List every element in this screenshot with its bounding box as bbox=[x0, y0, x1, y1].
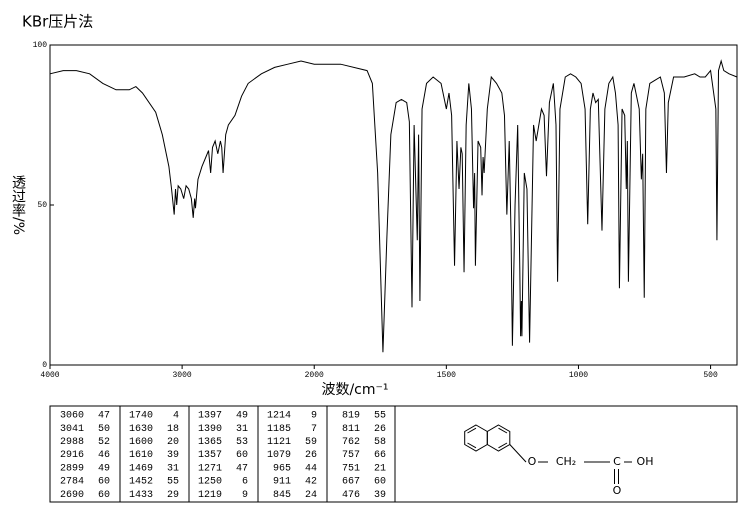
peak-transmittance: 31 bbox=[236, 424, 248, 435]
peak-transmittance: 42 bbox=[305, 477, 317, 488]
peak-transmittance: 39 bbox=[374, 490, 386, 501]
peak-wavenumber: 2690 bbox=[60, 490, 84, 501]
table-frame bbox=[49, 405, 738, 503]
peak-transmittance: 60 bbox=[374, 477, 386, 488]
y-tick-label: 0 bbox=[42, 361, 47, 370]
peak-transmittance: 4 bbox=[173, 411, 179, 422]
peak-transmittance: 53 bbox=[236, 437, 248, 448]
peak-transmittance: 50 bbox=[98, 424, 110, 435]
peak-transmittance: 47 bbox=[98, 411, 110, 422]
peak-wavenumber: 1079 bbox=[267, 450, 291, 461]
peak-wavenumber: 2988 bbox=[60, 437, 84, 448]
peak-transmittance: 59 bbox=[305, 437, 317, 448]
peak-transmittance: 55 bbox=[167, 477, 179, 488]
peak-transmittance: 29 bbox=[167, 490, 179, 501]
y-axis-label: 透过率/% bbox=[10, 175, 26, 235]
y-tick-label: 50 bbox=[37, 201, 47, 210]
peak-wavenumber: 667 bbox=[342, 477, 360, 488]
peak-wavenumber: 911 bbox=[273, 477, 291, 488]
peak-wavenumber: 1740 bbox=[129, 411, 153, 422]
peak-transmittance: 26 bbox=[374, 424, 386, 435]
plot-frame bbox=[49, 44, 738, 366]
peak-transmittance: 52 bbox=[98, 437, 110, 448]
peak-transmittance: 66 bbox=[374, 450, 386, 461]
peak-wavenumber: 1250 bbox=[198, 477, 222, 488]
peak-wavenumber: 1214 bbox=[267, 411, 291, 422]
x-tick-label: 1500 bbox=[437, 371, 456, 380]
peak-transmittance: 49 bbox=[236, 411, 248, 422]
peak-transmittance: 21 bbox=[374, 463, 386, 474]
peak-wavenumber: 2784 bbox=[60, 477, 84, 488]
peak-wavenumber: 1271 bbox=[198, 463, 222, 474]
peak-transmittance: 7 bbox=[311, 424, 317, 435]
peak-transmittance: 46 bbox=[98, 450, 110, 461]
peak-transmittance: 6 bbox=[242, 477, 248, 488]
peak-wavenumber: 1121 bbox=[267, 437, 291, 448]
peak-transmittance: 20 bbox=[167, 437, 179, 448]
chart-title: KBr压片法 bbox=[22, 13, 93, 31]
peak-wavenumber: 757 bbox=[342, 450, 360, 461]
peak-transmittance: 26 bbox=[305, 450, 317, 461]
peak-wavenumber: 2916 bbox=[60, 450, 84, 461]
peak-wavenumber: 2899 bbox=[60, 463, 84, 474]
x-axis-label: 波数/cm⁻¹ bbox=[321, 382, 388, 398]
peak-wavenumber: 1390 bbox=[198, 424, 222, 435]
peak-wavenumber: 1357 bbox=[198, 450, 222, 461]
peak-wavenumber: 1452 bbox=[129, 477, 153, 488]
peak-wavenumber: 1469 bbox=[129, 463, 153, 474]
peak-transmittance: 9 bbox=[242, 490, 248, 501]
x-tick-label: 2000 bbox=[305, 371, 324, 380]
peak-wavenumber: 476 bbox=[342, 490, 360, 501]
peak-wavenumber: 1397 bbox=[198, 411, 222, 422]
peak-wavenumber: 1610 bbox=[129, 450, 153, 461]
y-tick-label: 100 bbox=[33, 41, 48, 50]
peak-wavenumber: 3060 bbox=[60, 411, 84, 422]
peak-transmittance: 9 bbox=[311, 411, 317, 422]
structure-label: O bbox=[528, 455, 537, 468]
x-tick-label: 4000 bbox=[40, 371, 59, 380]
peak-wavenumber: 1433 bbox=[129, 490, 153, 501]
peak-wavenumber: 819 bbox=[342, 411, 360, 422]
peak-wavenumber: 1219 bbox=[198, 490, 222, 501]
peak-transmittance: 60 bbox=[98, 490, 110, 501]
peak-transmittance: 60 bbox=[98, 477, 110, 488]
peak-transmittance: 31 bbox=[167, 463, 179, 474]
peak-transmittance: 58 bbox=[374, 437, 386, 448]
peak-wavenumber: 1185 bbox=[267, 424, 291, 435]
peak-wavenumber: 1600 bbox=[129, 437, 153, 448]
x-tick-label: 500 bbox=[703, 371, 718, 380]
peak-wavenumber: 751 bbox=[342, 463, 360, 474]
peak-transmittance: 18 bbox=[167, 424, 179, 435]
peak-wavenumber: 3041 bbox=[60, 424, 84, 435]
peak-transmittance: 24 bbox=[305, 490, 317, 501]
peak-transmittance: 44 bbox=[305, 463, 317, 474]
peak-transmittance: 49 bbox=[98, 463, 110, 474]
peak-wavenumber: 845 bbox=[273, 490, 291, 501]
peak-transmittance: 55 bbox=[374, 411, 386, 422]
peak-transmittance: 39 bbox=[167, 450, 179, 461]
peak-wavenumber: 1630 bbox=[129, 424, 153, 435]
peak-wavenumber: 762 bbox=[342, 437, 360, 448]
structure-bonds bbox=[464, 424, 632, 484]
structure-label: OH bbox=[637, 455, 654, 468]
peak-transmittance: 60 bbox=[236, 450, 248, 461]
spectrum-line bbox=[49, 59, 738, 353]
x-tick-label: 3000 bbox=[173, 371, 192, 380]
x-tick-label: 1000 bbox=[569, 371, 588, 380]
peak-transmittance: 47 bbox=[236, 463, 248, 474]
structure-label: O bbox=[613, 484, 622, 497]
peak-wavenumber: 1365 bbox=[198, 437, 222, 448]
peak-wavenumber: 811 bbox=[342, 424, 360, 435]
structure-label: CH₂ bbox=[556, 455, 576, 468]
peak-wavenumber: 965 bbox=[273, 463, 291, 474]
structure-label: C bbox=[613, 455, 621, 468]
